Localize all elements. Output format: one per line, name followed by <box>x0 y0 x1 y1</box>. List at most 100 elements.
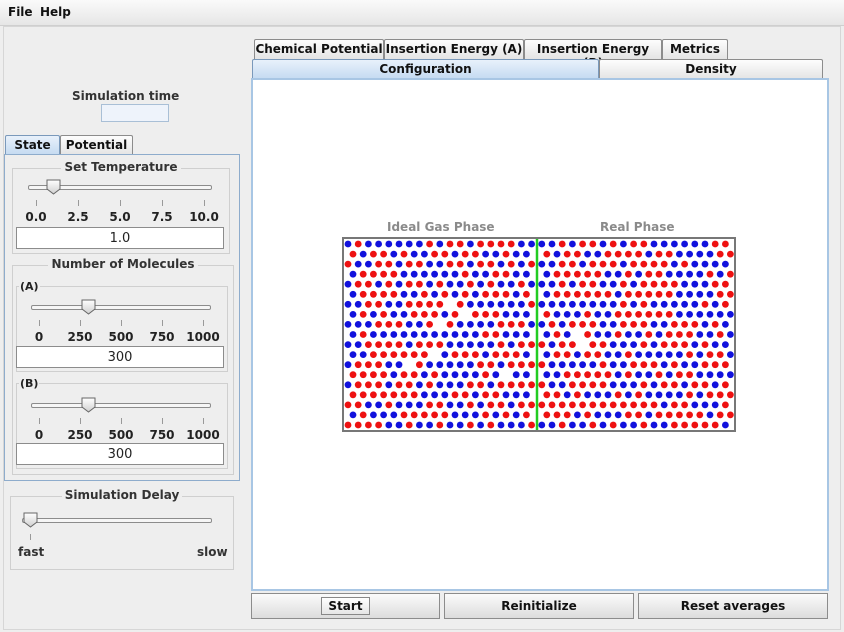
molecule-a <box>426 300 433 308</box>
molecule-b <box>650 341 658 348</box>
molecule-a <box>518 321 525 328</box>
molecule-b <box>563 311 571 318</box>
molecule-b <box>604 411 612 419</box>
tab-insertion-energy-a[interactable]: Insertion Energy (A) <box>384 39 524 59</box>
tab-density[interactable]: Density <box>599 59 823 79</box>
molecule-a <box>441 411 449 419</box>
tab-metrics[interactable]: Metrics <box>662 39 728 59</box>
molecule-a <box>609 240 617 248</box>
molecule-b <box>461 411 469 419</box>
molecule-a <box>400 411 408 419</box>
molecule-b <box>676 250 683 258</box>
delay-group: Simulation Delay <box>10 488 234 570</box>
molecule-a <box>451 311 459 318</box>
reinitialize-button[interactable]: Reinitialize <box>444 593 634 619</box>
molecule-b <box>456 361 464 369</box>
molecule-b <box>594 250 602 258</box>
molecule-b <box>574 311 581 318</box>
molecule-b <box>385 421 393 429</box>
molecule-a <box>492 351 500 358</box>
molecule-a <box>405 381 413 389</box>
molecule-a <box>487 421 495 429</box>
molecule-a <box>625 371 632 379</box>
molecule-b <box>456 280 464 288</box>
temperature-field[interactable]: 1.0 <box>16 227 224 249</box>
molecule-b <box>410 290 418 298</box>
menu-file[interactable]: File <box>8 5 33 19</box>
molecule-b <box>711 401 719 409</box>
molecule-b <box>512 371 520 379</box>
menu-help[interactable]: Help <box>40 5 71 19</box>
molecule-a <box>574 270 581 278</box>
slider-track[interactable] <box>31 403 211 408</box>
molecule-b <box>665 351 673 358</box>
molecule-a <box>589 381 597 389</box>
molecule-b <box>497 361 505 369</box>
molecule-a <box>518 280 525 288</box>
reset-averages-button[interactable]: Reset averages <box>638 593 828 619</box>
molecule-a <box>482 411 489 419</box>
tab-chemical-potential[interactable]: Chemical Potential <box>254 39 384 59</box>
molecule-a <box>711 361 719 369</box>
tab-insertion-energy-b[interactable]: Insertion Energy (B) <box>524 39 662 70</box>
molecule-b <box>461 371 469 379</box>
molecule-b <box>370 331 377 338</box>
molecule-a <box>655 311 663 318</box>
molecule-a <box>620 321 627 328</box>
molecule-b <box>696 270 704 278</box>
molecule-a <box>349 371 357 379</box>
molecule-b <box>604 331 612 338</box>
slider-thumb[interactable] <box>46 179 61 195</box>
molecule-a <box>446 321 454 328</box>
slider-track[interactable] <box>31 305 211 310</box>
molecule-a <box>359 391 367 399</box>
slider-track[interactable] <box>28 185 212 190</box>
simulation-time-label: Simulation time <box>72 89 180 103</box>
molecule-b <box>681 240 688 248</box>
molecule-a <box>370 250 377 258</box>
simulation-box <box>342 237 736 432</box>
molecule-a <box>426 381 433 389</box>
molecule-b <box>451 331 459 338</box>
molecule-b <box>487 341 495 348</box>
start-button[interactable]: Start <box>251 593 440 619</box>
molecule-b <box>579 361 586 369</box>
molecule-b <box>579 300 586 308</box>
slider-tick-label: 250 <box>67 330 93 344</box>
molecule-b <box>523 351 530 358</box>
molecule-a <box>671 280 678 288</box>
molecule-a <box>410 391 418 399</box>
molecules-a-field[interactable]: 300 <box>16 346 224 368</box>
molecule-a <box>594 270 602 278</box>
molecule-a <box>359 331 367 338</box>
molecule-a <box>487 401 495 409</box>
molecule-a <box>507 381 515 389</box>
slider-thumb[interactable] <box>81 397 96 413</box>
molecule-a <box>630 240 637 248</box>
molecule-b <box>375 401 382 409</box>
molecules-b-field[interactable]: 300 <box>16 443 224 465</box>
molecule-a <box>686 351 693 358</box>
molecule-a <box>543 391 551 399</box>
molecule-b <box>620 421 627 429</box>
molecule-b <box>630 280 637 288</box>
tab-potential[interactable]: Potential <box>60 135 133 155</box>
slider-track[interactable] <box>22 518 212 523</box>
molecule-b <box>349 311 357 318</box>
molecule-b <box>344 321 352 328</box>
molecule-a <box>681 321 688 328</box>
slider-tick-label: 1000 <box>186 330 220 344</box>
molecule-b <box>671 260 678 268</box>
tab-configuration[interactable]: Configuration <box>252 59 599 79</box>
molecule-a <box>558 240 566 248</box>
molecule-a <box>365 381 372 389</box>
molecule-a <box>365 341 372 348</box>
molecule-a <box>395 321 403 328</box>
slider-thumb[interactable] <box>81 299 96 315</box>
slider-tick <box>162 418 163 424</box>
molecule-a <box>569 381 576 389</box>
molecule-b <box>594 411 602 419</box>
molecule-a <box>487 361 495 369</box>
tab-state[interactable]: State <box>5 135 60 155</box>
slider-thumb[interactable] <box>23 512 38 528</box>
